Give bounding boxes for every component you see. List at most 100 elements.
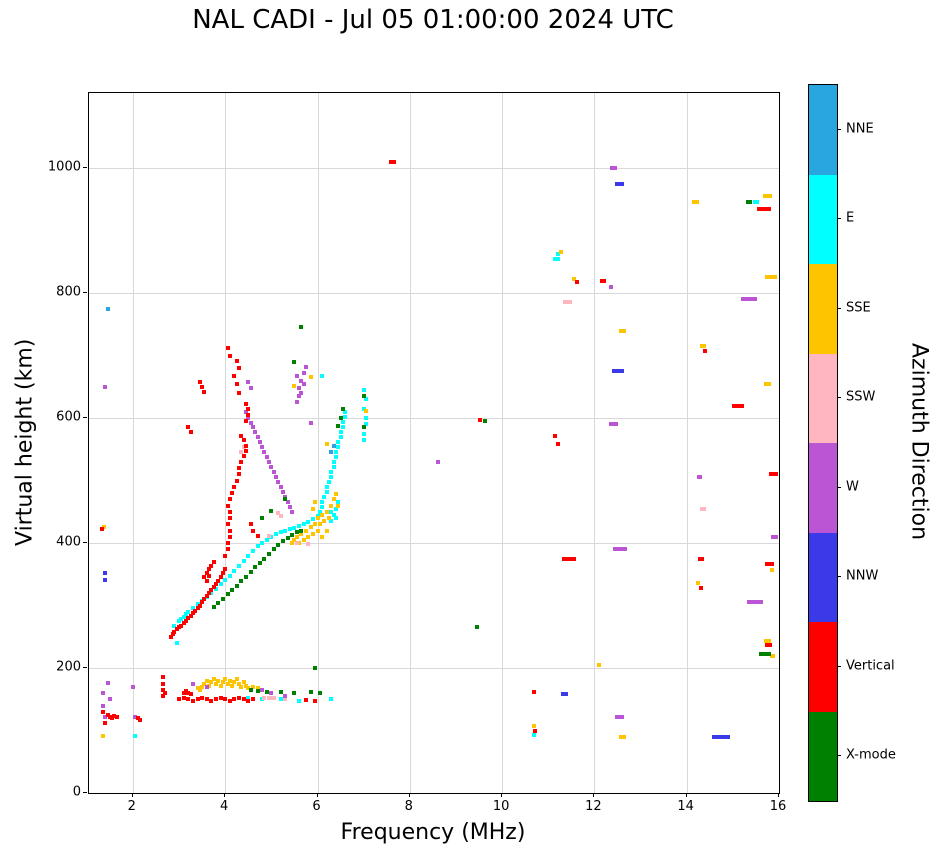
colorbar-tick-label: SSE <box>846 300 871 316</box>
data-point-sse <box>230 683 235 688</box>
y-tick-mark <box>83 292 87 293</box>
data-point-sse <box>324 509 329 514</box>
data-point-w <box>248 386 253 390</box>
data-point-e <box>310 517 315 522</box>
data-point-x-mode <box>308 689 313 694</box>
data-point-sse <box>195 686 200 690</box>
data-point-e <box>320 499 325 504</box>
data-point-w <box>697 475 703 480</box>
data-point-vertical <box>177 697 181 702</box>
data-point-sse <box>336 503 341 508</box>
data-point-vertical <box>202 597 207 602</box>
data-point-e <box>218 582 223 587</box>
data-point-w <box>297 394 301 399</box>
x-tick-label: 8 <box>404 799 413 814</box>
data-point-e <box>133 733 138 738</box>
data-point-sse <box>333 492 338 497</box>
data-point-vertical <box>188 429 193 434</box>
data-point-x-mode <box>248 569 253 574</box>
data-point-e <box>246 553 251 558</box>
y-tick-label: 400 <box>56 534 81 550</box>
data-point-ssw <box>267 533 271 538</box>
data-point-w <box>246 379 251 384</box>
data-point-w <box>303 364 308 369</box>
data-point-e <box>361 406 366 411</box>
data-point-e <box>174 641 179 645</box>
data-point-vertical <box>200 600 205 605</box>
data-point-vertical <box>562 556 576 561</box>
data-point-x-mode <box>746 200 752 205</box>
gridline-horizontal <box>89 293 779 294</box>
data-point-vertical <box>227 698 232 703</box>
data-point-e <box>264 537 269 542</box>
data-point-sse <box>292 383 297 388</box>
data-point-x-mode <box>285 536 290 540</box>
data-point-e <box>320 373 325 378</box>
data-point-x-mode <box>759 652 772 657</box>
gridline-vertical <box>409 93 411 793</box>
data-point-e <box>329 519 334 524</box>
data-point-vertical <box>179 623 184 628</box>
data-point-w <box>100 691 105 695</box>
data-point-w <box>278 484 283 489</box>
data-point-x-mode <box>292 359 297 364</box>
data-point-sse <box>223 677 228 682</box>
data-point-vertical <box>100 709 105 714</box>
data-point-e <box>287 527 292 532</box>
data-point-vertical <box>223 553 228 558</box>
data-point-w <box>741 297 757 302</box>
data-point-vertical <box>209 587 214 592</box>
data-point-w <box>615 714 625 719</box>
data-point-sse <box>299 531 304 536</box>
data-point-sse <box>292 537 297 542</box>
data-point-ssw <box>276 511 281 515</box>
data-point-vertical <box>765 561 775 566</box>
data-point-x-mode <box>230 587 235 592</box>
data-point-vertical <box>757 206 772 211</box>
data-point-vertical <box>135 716 140 720</box>
data-point-x-mode <box>290 532 295 537</box>
data-point-w <box>294 373 299 378</box>
data-point-sse <box>297 541 301 545</box>
data-point-ssw <box>699 506 706 511</box>
x-tick-mark <box>778 793 779 797</box>
data-point-w <box>299 391 304 395</box>
data-point-w <box>301 371 306 375</box>
data-point-sse <box>237 681 241 686</box>
data-point-vertical <box>181 696 186 700</box>
colorbar-tick-mark <box>837 486 841 488</box>
data-point-sse <box>211 677 216 682</box>
data-point-x-mode <box>267 552 271 557</box>
data-point-sse <box>313 522 318 527</box>
data-point-x-mode <box>248 687 253 692</box>
data-point-sse <box>696 581 701 585</box>
data-point-vertical <box>207 573 211 578</box>
data-point-vertical <box>227 497 232 502</box>
data-point-w <box>250 425 255 430</box>
data-point-w <box>190 681 195 686</box>
data-point-x-mode <box>292 691 297 695</box>
data-point-vertical <box>209 563 214 568</box>
x-tick-mark <box>593 793 595 797</box>
data-point-nnw <box>615 181 625 186</box>
colorbar-tick-mark <box>837 576 841 578</box>
data-point-vertical <box>103 721 108 725</box>
data-point-vertical <box>207 591 211 595</box>
gridline-vertical <box>502 93 504 793</box>
data-point-e <box>532 732 537 737</box>
data-point-vertical <box>234 478 239 483</box>
data-point-x-mode <box>216 601 221 605</box>
colorbar-segment-nne <box>809 85 837 175</box>
x-tick-label: 14 <box>677 799 694 814</box>
data-point-w <box>770 534 778 539</box>
y-tick-label: 1000 <box>47 159 81 175</box>
y-axis-label: Virtual height (km) <box>12 338 38 546</box>
data-point-e <box>297 524 301 529</box>
data-point-vertical <box>181 621 186 625</box>
data-point-sse <box>306 534 311 539</box>
data-point-vertical <box>243 443 248 448</box>
data-point-sse <box>597 662 601 667</box>
data-point-w <box>287 504 292 509</box>
data-point-vertical <box>160 687 165 692</box>
